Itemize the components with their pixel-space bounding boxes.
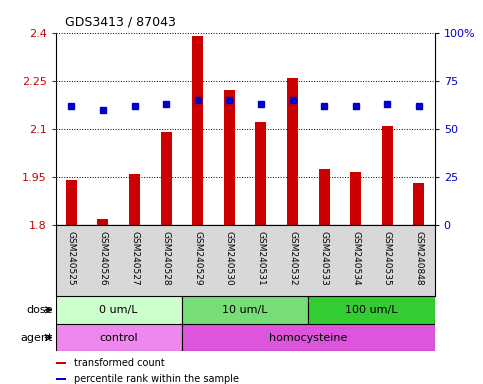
Bar [256, 122, 267, 225]
Bar [319, 169, 329, 225]
Bar [182, 296, 308, 324]
Bar [129, 174, 140, 225]
Text: GSM240526: GSM240526 [99, 231, 107, 285]
Text: GSM240533: GSM240533 [320, 231, 328, 285]
Bar [192, 36, 203, 225]
Text: GSM240529: GSM240529 [193, 231, 202, 285]
Bar [287, 78, 298, 225]
Text: GSM240531: GSM240531 [256, 231, 266, 285]
Text: control: control [99, 333, 138, 343]
Bar [66, 180, 77, 225]
Bar [224, 90, 235, 225]
Bar [56, 378, 66, 380]
Text: homocysteine: homocysteine [269, 333, 347, 343]
Text: 10 um/L: 10 um/L [222, 305, 268, 315]
Text: GSM240534: GSM240534 [351, 231, 360, 285]
Text: GSM240530: GSM240530 [225, 231, 234, 285]
Text: GSM240528: GSM240528 [162, 231, 170, 285]
Text: dose: dose [27, 305, 53, 315]
Bar [56, 296, 182, 324]
Bar [98, 218, 109, 225]
Bar [382, 126, 393, 225]
Text: GSM240535: GSM240535 [383, 231, 392, 285]
Bar [413, 183, 425, 225]
Bar [308, 296, 435, 324]
Bar [350, 172, 361, 225]
Bar [182, 324, 435, 351]
Text: 0 um/L: 0 um/L [99, 305, 138, 315]
Text: transformed count: transformed count [74, 358, 165, 368]
Text: GSM240532: GSM240532 [288, 231, 297, 285]
Text: GDS3413 / 87043: GDS3413 / 87043 [65, 16, 176, 29]
Text: agent: agent [21, 333, 53, 343]
Text: percentile rank within the sample: percentile rank within the sample [74, 374, 239, 384]
Bar [56, 362, 66, 364]
Text: GSM240848: GSM240848 [414, 231, 424, 285]
Bar [56, 324, 182, 351]
Bar [161, 132, 171, 225]
Text: GSM240525: GSM240525 [67, 231, 76, 285]
Text: 100 um/L: 100 um/L [345, 305, 398, 315]
Text: GSM240527: GSM240527 [130, 231, 139, 285]
